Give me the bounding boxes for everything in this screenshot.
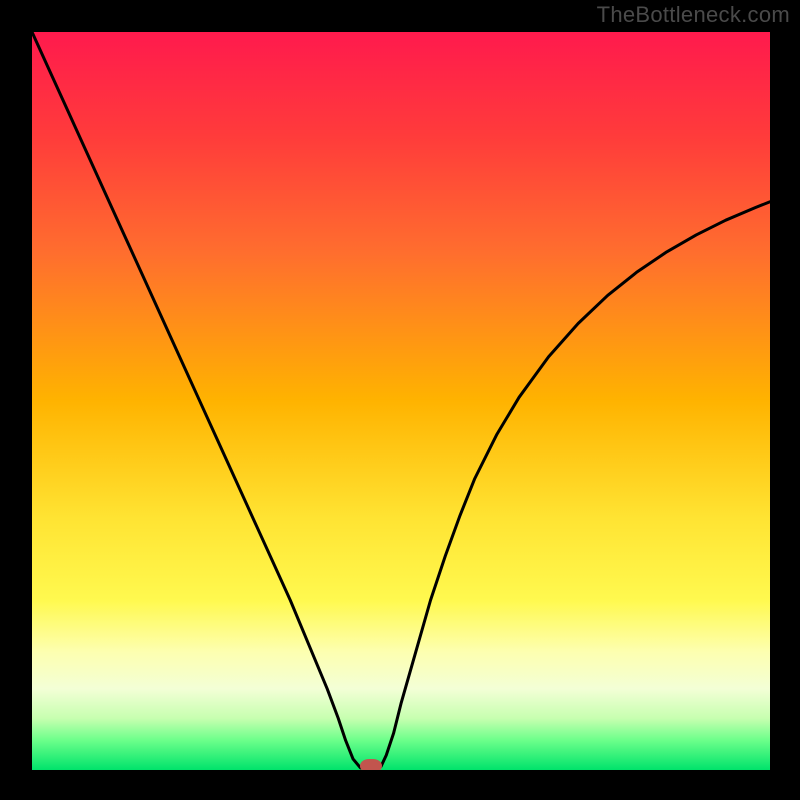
- watermark-text: TheBottleneck.com: [597, 2, 790, 28]
- frame: TheBottleneck.com: [0, 0, 800, 800]
- plot-area: [32, 32, 770, 770]
- bottleneck-curve: [32, 32, 770, 770]
- optimum-marker: [360, 759, 382, 770]
